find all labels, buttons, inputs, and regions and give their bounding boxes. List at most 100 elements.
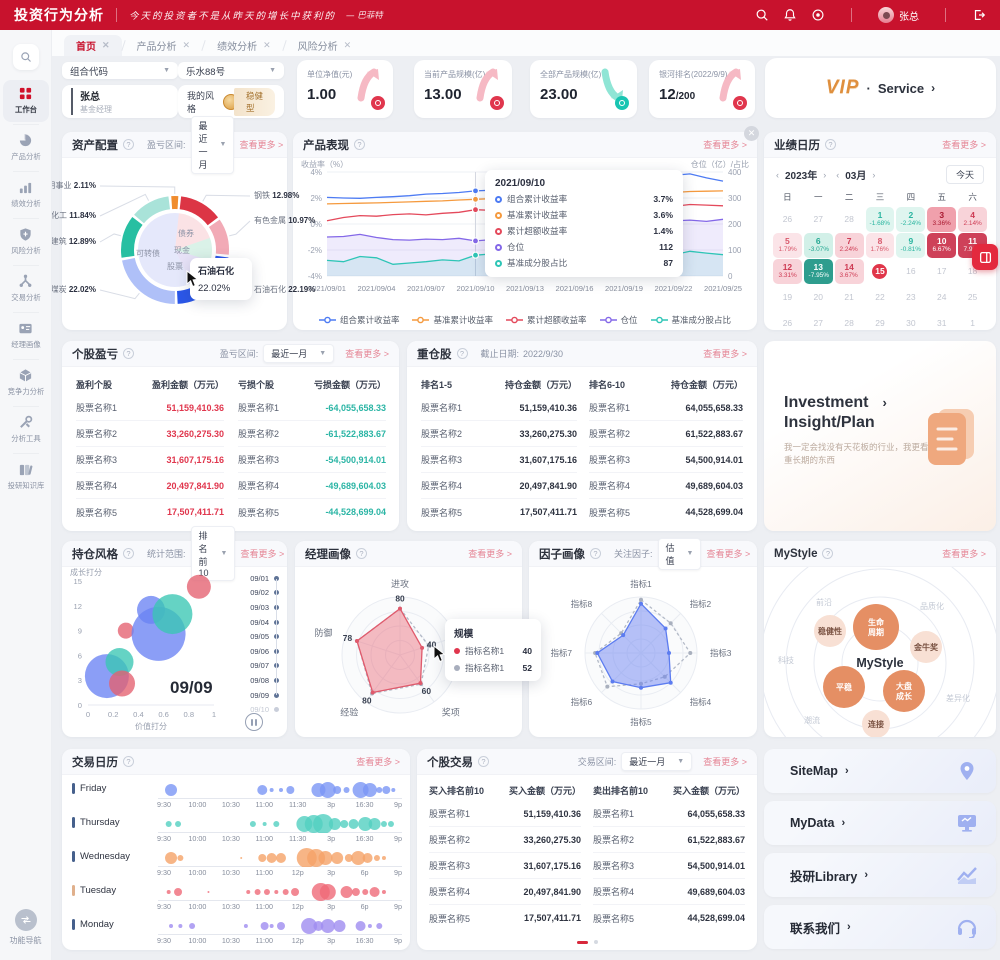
timeline-date-09/05[interactable]: 09/05 [227, 629, 279, 644]
period-select[interactable]: 最近一月 ▼ [190, 115, 235, 174]
bell-icon[interactable] [783, 8, 797, 22]
calendar-day-27[interactable]: 27 [813, 317, 823, 328]
timeline-date-09/08[interactable]: 09/08 [227, 673, 279, 688]
more-link[interactable]: 查看更多 > [942, 140, 986, 150]
vip-service-card[interactable]: VIP · Service › [765, 58, 996, 118]
more-link[interactable]: 查看更多 > [239, 140, 284, 150]
calendar-day-28[interactable]: 28 [844, 213, 854, 224]
info-icon[interactable]: ? [354, 139, 365, 150]
range-select[interactable]: 排名前10 ▼ [190, 526, 236, 581]
calendar-day-31[interactable]: 31 [936, 317, 947, 328]
close-icon[interactable]: ✕ [263, 40, 271, 50]
next-month-icon[interactable]: › [872, 169, 876, 180]
product-select[interactable]: 乐水88号 ▼ [178, 62, 284, 79]
search-icon[interactable] [755, 8, 769, 22]
calendar-day-6[interactable]: 6 -3.07% [803, 233, 833, 258]
info-icon[interactable]: ? [456, 348, 468, 359]
quicklink-投研Library[interactable]: 投研Library › [764, 853, 996, 897]
close-icon[interactable]: ✕ [343, 40, 352, 50]
today-button[interactable]: 今天 [945, 165, 984, 184]
more-link[interactable]: 查看更多 > [942, 549, 986, 559]
calendar-day-10[interactable]: 10 6.67% [927, 233, 957, 258]
target-icon[interactable] [811, 8, 825, 22]
sidebar-item-经理画像[interactable]: 经理画像 [3, 315, 49, 357]
calendar-day-7[interactable]: 7 2.24% [834, 233, 864, 258]
close-icon[interactable]: ✕ [102, 40, 110, 50]
calendar-day-26[interactable]: 26 [782, 213, 793, 224]
sidebar-search-button[interactable] [12, 44, 39, 70]
calendar-day-14[interactable]: 14 3.67% [834, 259, 864, 284]
calendar-day-21[interactable]: 21 [844, 291, 854, 302]
sidebar-item-风险分析[interactable]: 风险分析 [3, 221, 49, 263]
sidebar-item-产品分析[interactable]: 产品分析 [3, 127, 49, 169]
logout-icon[interactable] [972, 8, 986, 22]
calendar-day-5[interactable]: 5 1.79% [773, 233, 802, 258]
calendar-day-18[interactable]: 18 [967, 265, 978, 276]
calendar-day-13[interactable]: 13 -7.95% [803, 259, 833, 284]
calendar-day-25[interactable]: 25 [967, 291, 978, 302]
floating-panel-button[interactable] [972, 244, 998, 270]
calendar-day-22[interactable]: 22 [875, 291, 885, 302]
sidebar-item-工作台[interactable]: 工作台 [2, 80, 49, 122]
timeline-date-09/02[interactable]: 09/02 [227, 586, 279, 601]
portfolio-code-select[interactable]: 组合代码 ▼ [62, 62, 178, 79]
quicklink-联系我们[interactable]: 联系我们 › [764, 905, 996, 949]
calendar-day-26[interactable]: 26 [782, 317, 793, 328]
info-icon[interactable]: ? [825, 139, 836, 150]
info-icon[interactable]: ? [822, 548, 834, 559]
sidebar-item-绩效分析[interactable]: 绩效分析 [3, 174, 49, 216]
timeline-date-09/10[interactable]: 09/10 [227, 702, 279, 717]
page-dot[interactable] [593, 940, 598, 944]
period-select[interactable]: 最近一月 ▼ [263, 344, 335, 363]
calendar-day-27[interactable]: 27 [813, 213, 823, 224]
calendar-day-24[interactable]: 24 [936, 291, 947, 302]
investment-insight-card[interactable]: Investment › Insight/Plan 我一定会找没有天花板的行业，我更… [764, 341, 996, 531]
more-link[interactable]: 查看更多 > [706, 549, 751, 559]
calendar-day-3[interactable]: 3 3.36% [927, 207, 957, 232]
info-icon[interactable]: ? [478, 756, 489, 767]
prev-year-icon[interactable]: ‹ [776, 169, 779, 180]
page-dot-active[interactable] [576, 940, 588, 944]
sidebar-item-竞争力分析[interactable]: 竞争力分析 [3, 362, 49, 404]
timeline-date-09/04[interactable]: 09/04 [227, 615, 279, 630]
calendar-day-1[interactable]: 1 [970, 317, 975, 328]
quicklink-SiteMap[interactable]: SiteMap › [764, 749, 996, 793]
calendar-day-20[interactable]: 20 [813, 291, 823, 302]
calendar-day-2[interactable]: 2 -2.24% [896, 207, 926, 232]
more-link[interactable]: 查看更多 > [703, 349, 747, 359]
more-link[interactable]: 查看更多 > [703, 757, 747, 767]
more-link[interactable]: 查看更多 > [345, 349, 389, 359]
sidebar-item-交易分析[interactable]: 交易分析 [3, 268, 49, 310]
more-link[interactable]: 查看更多 > [356, 757, 400, 767]
calendar-day-29[interactable]: 29 [875, 317, 885, 328]
sidebar-item-nav[interactable]: 功能导航 [10, 909, 42, 946]
calendar-day-30[interactable]: 30 [906, 317, 916, 328]
info-icon[interactable]: ? [590, 548, 601, 559]
calendar-day-9[interactable]: 9 -0.81% [896, 233, 926, 258]
prev-month-icon[interactable]: ‹ [836, 169, 840, 180]
timeline-date-09/09[interactable]: 09/09 [227, 688, 279, 703]
calendar-day-1[interactable]: 1 -1.68% [865, 207, 895, 232]
tab-首页[interactable]: 首页 ✕ [64, 35, 122, 56]
timeline-date-09/06[interactable]: 09/06 [227, 644, 279, 659]
timeline-date-09/01[interactable]: 09/01 [227, 571, 279, 586]
sidebar-item-分析工具[interactable]: 分析工具 [3, 409, 49, 451]
close-icon[interactable]: ✕ [744, 126, 759, 141]
next-year-icon[interactable]: › [823, 169, 827, 180]
user-menu[interactable]: 张总 [878, 7, 919, 23]
tab-绩效分析[interactable]: 绩效分析 ✕ [205, 35, 283, 56]
calendar-day-16[interactable]: 16 [906, 265, 916, 276]
quicklink-MyData[interactable]: MyData › [764, 801, 996, 845]
pagination[interactable] [417, 940, 757, 944]
timeline-date-09/07[interactable]: 09/07 [227, 659, 279, 674]
calendar-day-8[interactable]: 8 1.76% [865, 233, 895, 258]
sidebar-item-投研知识库[interactable]: 投研知识库 [3, 456, 49, 498]
period-select[interactable]: 最近一月 ▼ [621, 752, 693, 771]
tab-产品分析[interactable]: 产品分析 ✕ [125, 35, 203, 56]
calendar-day-15[interactable]: 15 [866, 259, 895, 284]
calendar-day-19[interactable]: 19 [782, 291, 793, 302]
calendar-day-17[interactable]: 17 [936, 265, 947, 276]
calendar-day-12[interactable]: 12 3.31% [773, 259, 802, 284]
factor-select[interactable]: 估值 ▼ [657, 537, 702, 570]
calendar-day-28[interactable]: 28 [844, 317, 854, 328]
